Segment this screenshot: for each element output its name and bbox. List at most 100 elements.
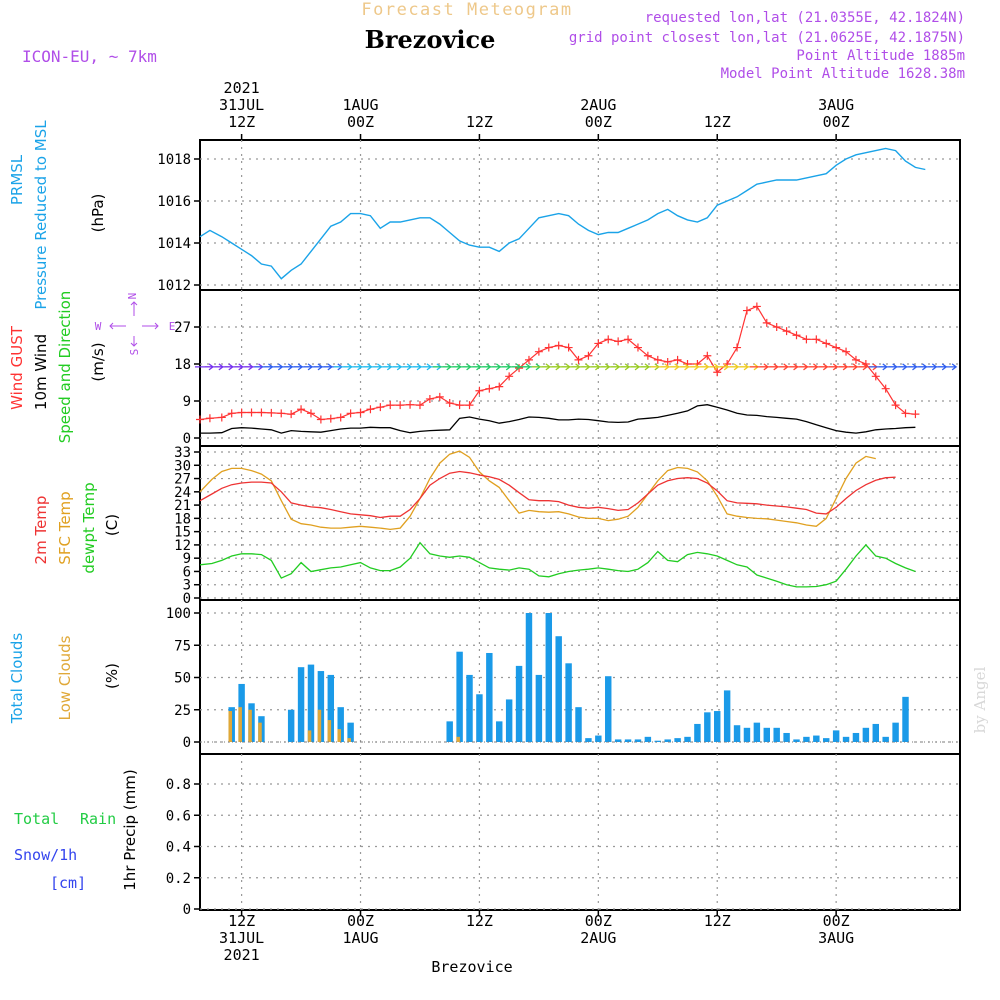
total-clouds-bar — [476, 694, 483, 742]
pressure-tick-label: 1014 — [157, 236, 191, 252]
low-clouds-bar — [456, 736, 460, 742]
wind-gust-point — [306, 409, 315, 418]
model-label: ICON-EU, ~ 7km — [22, 47, 157, 66]
wind-gust-point — [376, 403, 385, 412]
wind-gust-point — [524, 355, 533, 364]
precip-tick-label: 0.6 — [166, 808, 191, 824]
total-clouds-bar — [753, 722, 761, 742]
total-clouds-bar — [466, 674, 473, 742]
panel-frame-precip — [199, 753, 961, 911]
bottom-time-label: 00Z — [585, 912, 612, 930]
low-clouds-bar — [248, 709, 252, 742]
total-clouds-bar — [902, 696, 909, 742]
low-clouds-bar — [228, 711, 233, 742]
low-clouds-bar — [327, 720, 332, 742]
bottom-time-label: 3AUG — [818, 929, 854, 947]
requested-coords: requested lon,lat (21.0355E, 42.1824N) — [645, 10, 965, 26]
wind-gust-point — [584, 351, 593, 360]
wind-gust-point — [733, 343, 742, 352]
temp-tick-label: 33 — [174, 445, 191, 461]
wind-gust-point — [346, 409, 355, 418]
total-clouds-bar — [684, 736, 691, 742]
total-clouds-bar — [763, 727, 770, 742]
wind-gust-point — [495, 382, 504, 391]
clouds-tick-label: 25 — [174, 703, 191, 719]
total-clouds-bar — [535, 674, 543, 742]
total-clouds-bar — [624, 739, 632, 742]
wind-gust-point — [812, 335, 821, 344]
total-clouds-bar — [832, 730, 840, 742]
bottom-time-label: 2AUG — [580, 929, 616, 947]
total-clouds-bar — [505, 699, 513, 742]
model-point-altitude: Model Point Altitude 1628.38m — [721, 66, 965, 82]
temp-label-2m: 2m Temp — [32, 496, 50, 565]
total-clouds-bar — [486, 652, 493, 742]
total-clouds-bar — [565, 663, 572, 742]
precip-tick-label: 0.2 — [166, 871, 191, 887]
wind-direction-arrow-icon — [938, 363, 958, 371]
total-clouds-bar — [545, 613, 553, 742]
low-clouds-bar — [347, 738, 351, 742]
temp-label-dewpt: dewpt Temp — [80, 482, 98, 573]
total-clouds-bar — [793, 739, 800, 742]
wind-gust-point — [326, 414, 335, 423]
bottom-time-label: 00Z — [823, 912, 850, 930]
wind-gust-point — [475, 386, 484, 395]
wind-gust-point — [822, 339, 831, 348]
wind-tick-label: 9 — [183, 394, 191, 410]
low-clouds-bar — [317, 709, 322, 742]
clouds-tick-label: 75 — [174, 638, 191, 654]
total-clouds-bar — [307, 664, 315, 742]
wind-gust-point — [782, 327, 791, 336]
panel-frame-temp — [199, 445, 961, 601]
wind-gust-point — [742, 306, 751, 315]
clouds-label-total: Total Clouds — [8, 633, 26, 725]
total-clouds-bar — [327, 674, 335, 742]
top-time-label: 00Z — [823, 113, 850, 131]
temp-tick-label: 9 — [183, 551, 191, 567]
total-clouds-bar — [733, 725, 741, 742]
wind-gust-point — [396, 401, 405, 410]
wind-gust-point — [205, 414, 214, 423]
wind-gust-point — [703, 351, 712, 360]
wind-gust-point — [267, 408, 276, 417]
precip-label-snow: Snow/1h — [14, 846, 77, 864]
wind-gust-point — [336, 413, 345, 422]
top-time-label: 00Z — [585, 113, 612, 131]
total-clouds-bar — [694, 723, 701, 742]
pressure-tick-label: 1016 — [157, 194, 191, 210]
chart-marks — [195, 149, 960, 743]
point-altitude: Point Altitude 1885m — [796, 48, 965, 64]
pressure-line — [199, 147, 926, 280]
panel-side-labels: PRMSL Pressure Reduced to MSL (hPa) Wind… — [8, 120, 175, 892]
compass-west: W — [95, 320, 102, 333]
wind-gust-point — [415, 401, 424, 410]
wind-gust-point — [762, 318, 771, 327]
temp-tick-label: 21 — [174, 498, 191, 514]
temp-tick-label: 3 — [183, 578, 191, 594]
precip-label-rain: Rain — [80, 810, 116, 828]
top-time-label: 00Z — [347, 113, 374, 131]
wind-gust-line — [199, 305, 916, 421]
bottom-time-label: 1AUG — [342, 929, 378, 947]
compass-rose-icon: N S W E — [95, 293, 176, 356]
total-clouds-bar — [515, 665, 523, 742]
grid-point-coords: grid point closest lon,lat (21.0625E, 42… — [569, 30, 965, 46]
pressure-unit: (hPa) — [89, 194, 107, 233]
bottom-time-label: 31JUL — [219, 929, 264, 947]
wind-gust-point — [752, 302, 761, 311]
wind-label-10m: 10m Wind — [32, 334, 50, 410]
wind-label-speed-dir: Speed and Direction — [56, 291, 74, 444]
top-time-label: 3AUG — [818, 96, 854, 114]
total-clouds-bar — [595, 735, 602, 742]
total-clouds-bar — [872, 723, 879, 742]
wind-gust-point — [792, 331, 801, 340]
total-clouds-bar — [496, 721, 503, 742]
low-clouds-bar — [238, 707, 242, 742]
wind-gust-point — [257, 408, 266, 417]
wind-gust-point — [534, 347, 543, 356]
precip-label-cm: [cm] — [50, 874, 86, 892]
bottom-time-label: 00Z — [347, 912, 374, 930]
total-clouds-bar — [555, 636, 562, 742]
total-clouds-bar — [674, 738, 681, 742]
